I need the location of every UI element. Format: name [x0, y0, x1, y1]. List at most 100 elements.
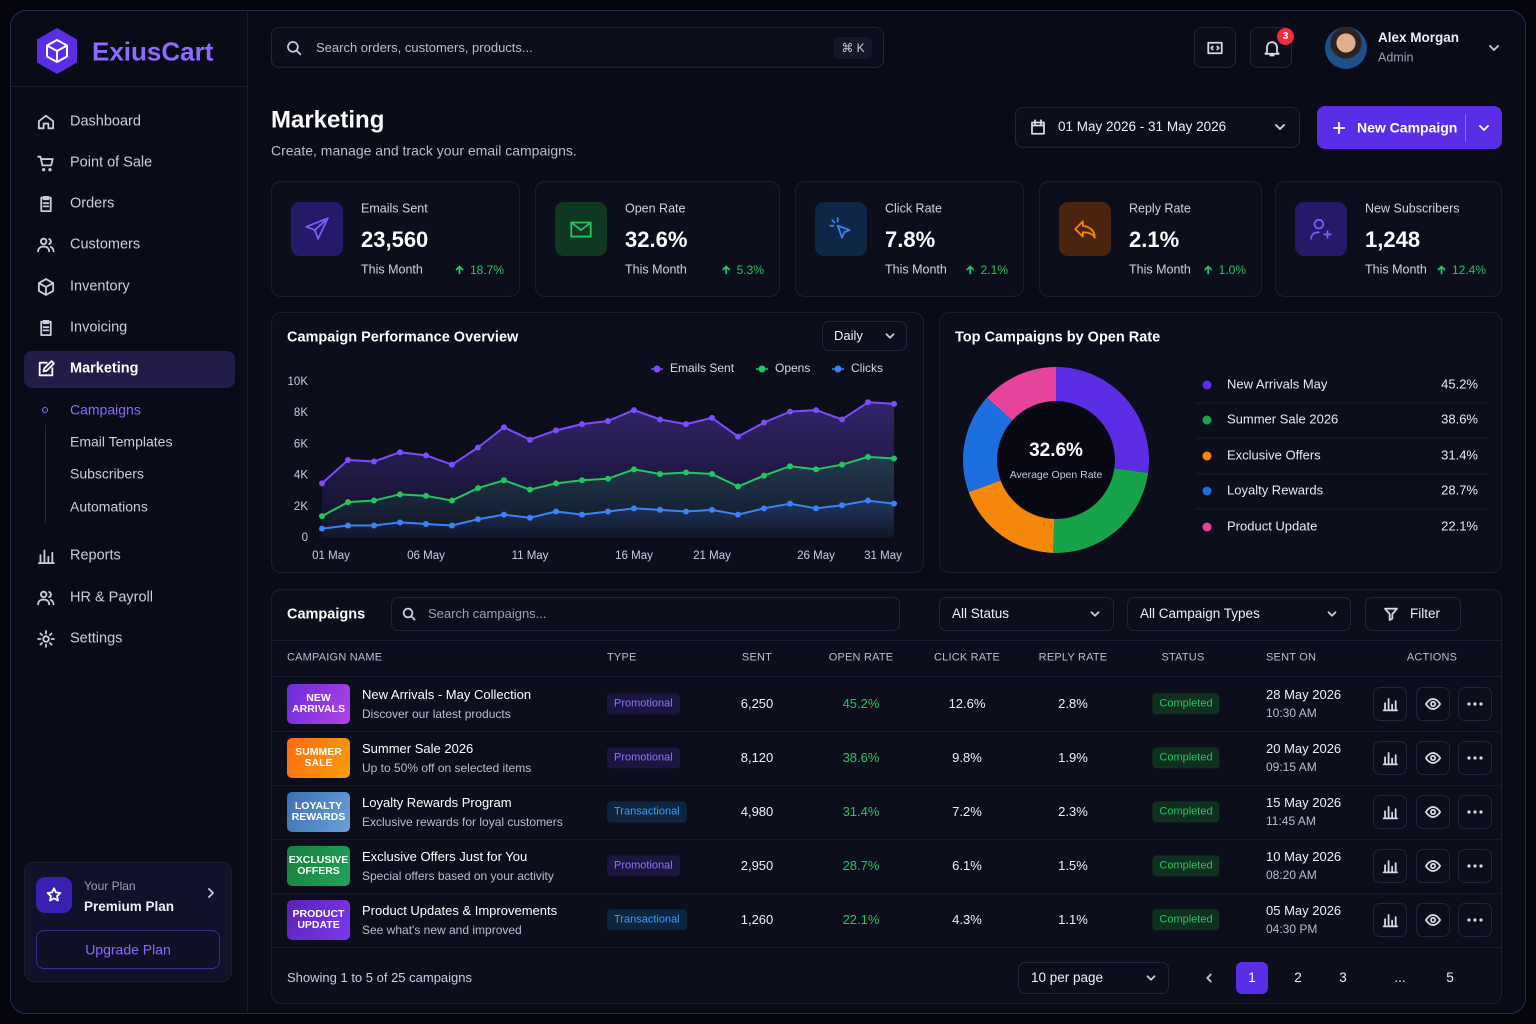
action-button[interactable]	[1458, 687, 1492, 721]
sent-time: 10:30 AM	[1266, 705, 1317, 720]
row-divider	[272, 893, 1501, 894]
per-page-select[interactable]	[1018, 962, 1169, 994]
reply-rate-cell: 2.3%	[1058, 804, 1088, 820]
type-badge: Promotional	[607, 855, 680, 877]
status-select[interactable]	[939, 597, 1114, 631]
kpi-card	[271, 181, 520, 297]
page-number[interactable]: 2	[1294, 969, 1302, 985]
campaign-thumbnail: PRODUCT UPDATE	[287, 900, 350, 940]
filter-select[interactable]: All Status	[952, 605, 1010, 621]
action-button[interactable]	[1416, 687, 1450, 721]
sent-cell: 2,950	[740, 858, 774, 874]
nav-item[interactable]: Reports	[70, 547, 121, 564]
avatar[interactable]	[1325, 27, 1367, 69]
open-rate-cell: 28.7%	[842, 858, 880, 874]
action-button[interactable]	[1458, 903, 1492, 937]
filter-select[interactable]: All Campaign Types	[1140, 605, 1260, 621]
kpi-value: 32.6%	[625, 226, 688, 252]
column-header: REPLY RATE	[1038, 651, 1108, 664]
action-button[interactable]	[1373, 903, 1407, 937]
click-rate-cell: 4.3%	[952, 912, 982, 928]
subnav-line	[45, 425, 46, 523]
action-button[interactable]	[1458, 849, 1492, 883]
column-header: TYPE	[607, 651, 637, 664]
subnav-item[interactable]: Subscribers	[70, 465, 144, 482]
campaign-name[interactable]: Product Updates & Improvements	[362, 903, 558, 919]
kpi-change: 1.0%	[1218, 262, 1246, 277]
action-button[interactable]	[1373, 795, 1407, 829]
row-divider	[272, 731, 1501, 732]
type-badge: Promotional	[607, 747, 680, 769]
campaign-thumbnail: NEW ARRIVALS	[287, 684, 350, 724]
sent-time: 11:45 AM	[1266, 813, 1316, 828]
campaign-description: Discover our latest products	[362, 706, 511, 721]
filter-label[interactable]: Filter	[1410, 605, 1440, 621]
nav-item[interactable]: HR & Payroll	[70, 589, 153, 606]
action-button[interactable]	[1458, 741, 1492, 775]
kpi-icon-bg	[555, 202, 607, 256]
nav-item[interactable]: Marketing	[70, 360, 139, 377]
sent-cell: 6,250	[740, 696, 774, 712]
type-select[interactable]	[1127, 597, 1351, 631]
campaign-name[interactable]: Loyalty Rewards Program	[362, 795, 512, 811]
type-badge: Promotional	[607, 693, 680, 715]
campaign-thumbnail: SUMMER SALE	[287, 738, 350, 778]
kpi-period: This Month	[1129, 262, 1191, 277]
nav-active-bg	[24, 351, 235, 388]
sent-cell: 4,980	[740, 804, 774, 820]
nav-item[interactable]: Inventory	[70, 278, 130, 295]
action-button[interactable]	[1373, 849, 1407, 883]
period-label[interactable]: Daily	[834, 328, 863, 344]
status-badge: Completed	[1152, 855, 1220, 877]
action-button[interactable]	[1416, 741, 1450, 775]
page-number[interactable]: 5	[1446, 969, 1454, 985]
campaign-name[interactable]: New Arrivals - May Collection	[362, 687, 532, 703]
action-button[interactable]	[1416, 903, 1450, 937]
global-search[interactable]	[271, 27, 884, 68]
per-page-label[interactable]: 10 per page	[1031, 969, 1104, 985]
screen-button[interactable]	[1194, 27, 1236, 68]
upgrade-label[interactable]: Upgrade Plan	[85, 941, 171, 958]
page-number[interactable]: ...	[1394, 969, 1406, 985]
campaign-search[interactable]	[391, 597, 900, 631]
subnav-item[interactable]: Email Templates	[70, 433, 173, 450]
nav-item[interactable]: Point of Sale	[70, 154, 153, 171]
nav-item[interactable]: Orders	[70, 195, 115, 212]
nav-item[interactable]: Invoicing	[70, 319, 128, 336]
action-button[interactable]	[1458, 795, 1492, 829]
action-button[interactable]	[1416, 849, 1450, 883]
action-button[interactable]	[1416, 795, 1450, 829]
search-shortcut: ⌘ K	[841, 40, 865, 55]
date-picker[interactable]	[1015, 107, 1300, 148]
filter-button[interactable]	[1365, 597, 1461, 631]
kpi-change: 2.1%	[980, 262, 1008, 277]
chart-title: Campaign Performance Overview	[287, 329, 519, 346]
shortcut-badge	[834, 37, 872, 59]
action-button[interactable]	[1373, 687, 1407, 721]
subnav-item[interactable]: Campaigns	[70, 401, 141, 418]
campaign-name[interactable]: Summer Sale 2026	[362, 741, 474, 757]
kpi-label: Click Rate	[885, 201, 942, 216]
kpi-period: This Month	[885, 262, 947, 277]
sidebar-header-divider	[11, 86, 247, 87]
open-rate-cell: 45.2%	[842, 696, 880, 712]
campaign-thumbnail: EXCLUSIVE OFFERS	[287, 846, 350, 886]
page-number[interactable]: 1	[1248, 969, 1256, 985]
new-campaign-label: New Campaign	[1357, 119, 1458, 136]
click-rate-cell: 7.2%	[952, 804, 982, 820]
subnav-item[interactable]: Automations	[70, 498, 148, 515]
campaign-name[interactable]: Exclusive Offers Just for You	[362, 849, 528, 865]
action-button[interactable]	[1373, 741, 1407, 775]
kpi-value: 23,560	[361, 226, 429, 252]
kpi-change: 18.7%	[469, 262, 504, 277]
page-number[interactable]: 3	[1339, 969, 1347, 985]
upgrade-button[interactable]	[36, 930, 220, 969]
click-rate-cell: 9.8%	[952, 750, 982, 766]
subnav-dot	[42, 407, 48, 413]
nav-item[interactable]: Dashboard	[70, 113, 141, 130]
search-placeholder: Search orders, customers, products...	[316, 40, 533, 56]
nav-item[interactable]: Customers	[70, 236, 141, 253]
plan-name: Premium Plan	[84, 898, 175, 914]
new-campaign-button[interactable]	[1317, 106, 1502, 149]
nav-item[interactable]: Settings	[70, 630, 123, 647]
